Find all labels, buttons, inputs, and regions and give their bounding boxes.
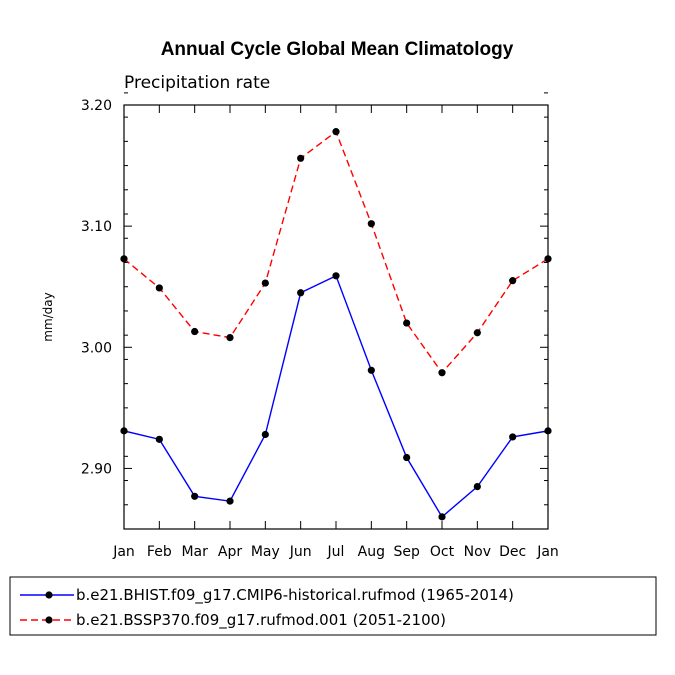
- data-point: [261, 279, 269, 287]
- legend-marker: [45, 591, 53, 599]
- x-tick-label: Sep: [393, 544, 420, 560]
- y-tick-label: 3.10: [81, 219, 112, 235]
- data-point: [473, 329, 481, 337]
- axis-ticks: [123, 92, 549, 530]
- legend-label: b.e21.BSSP370.f09_g17.rufmod.001 (2051-2…: [76, 611, 446, 630]
- data-point: [155, 284, 163, 292]
- data-point: [509, 433, 517, 441]
- data-point: [191, 492, 199, 500]
- y-tick-label: 3.00: [81, 340, 112, 356]
- data-point: [473, 483, 481, 491]
- x-tick-label: Jan: [112, 544, 135, 560]
- y-tick-label: 2.90: [81, 461, 112, 477]
- data-point: [297, 154, 305, 162]
- data-point: [403, 319, 411, 327]
- x-tick-label: Nov: [464, 544, 491, 560]
- data-point: [297, 289, 305, 297]
- data-point: [332, 272, 340, 280]
- data-point: [191, 327, 199, 336]
- y-tick-labels: 2.90 3.00 3.10 3.20: [81, 98, 112, 477]
- plot-series: [120, 128, 552, 521]
- data-point: [438, 513, 446, 521]
- series-line: [123, 130, 549, 374]
- data-point: [261, 430, 269, 439]
- x-tick-label: Mar: [181, 544, 208, 560]
- x-tick-label: Feb: [147, 544, 172, 560]
- chart-title: Annual Cycle Global Mean Climatology: [161, 39, 514, 60]
- data-point: [155, 435, 163, 443]
- data-point: [367, 220, 375, 228]
- y-axis-label: mm/day: [41, 292, 55, 342]
- x-tick-label: Oct: [430, 544, 455, 560]
- x-tick-labels: Jan Feb Mar Apr May Jun Jul Aug Sep Oct Nov Dec Jan: [112, 544, 559, 560]
- data-point: [367, 366, 375, 374]
- x-tick-label: Aug: [358, 544, 385, 560]
- legend-label: b.e21.BHIST.f09_g17.CMIP6-historical.ruf…: [76, 586, 514, 605]
- data-point: [509, 277, 517, 285]
- chart-subtitle: Precipitation rate: [124, 73, 270, 93]
- data-point: [332, 128, 340, 136]
- x-tick-label: May: [251, 544, 280, 560]
- y-tick-label: 3.20: [81, 98, 112, 114]
- data-point: [403, 453, 411, 462]
- x-tick-label: Jun: [289, 544, 312, 560]
- legend-marker: [45, 616, 53, 624]
- x-tick-label: Dec: [499, 544, 526, 560]
- data-point: [226, 333, 234, 342]
- x-tick-label: Jan: [536, 544, 559, 560]
- x-tick-label: Apr: [218, 544, 242, 560]
- data-point: [438, 369, 446, 377]
- x-tick-label: Jul: [327, 544, 345, 560]
- series-line: [123, 274, 549, 518]
- data-point: [226, 497, 234, 505]
- plot-frame: [123, 104, 549, 530]
- legend-box: [9, 576, 657, 636]
- legend: b.e21.BHIST.f09_g17.CMIP6-historical.ruf…: [9, 576, 657, 636]
